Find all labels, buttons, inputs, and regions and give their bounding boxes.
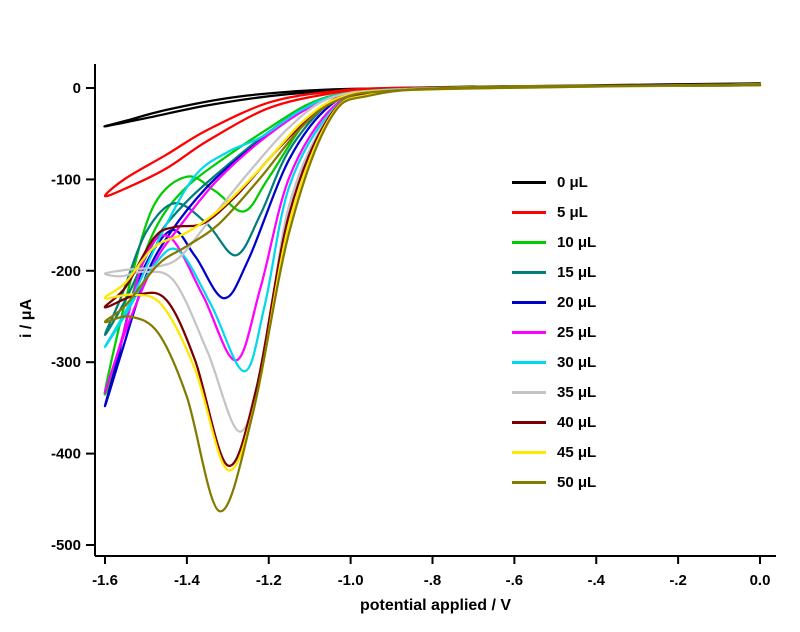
x-tick-label: -.2: [669, 572, 687, 589]
legend-label: 25 μL: [557, 323, 597, 341]
x-tick-label: -1.4: [174, 572, 201, 589]
x-tick-label: -1.0: [338, 572, 364, 589]
legend-item: 20 μL: [512, 287, 596, 317]
legend-line-swatch: [512, 480, 546, 484]
legend-item: 50 μL: [512, 467, 596, 497]
legend-label: 45 μL: [557, 443, 597, 461]
cv-curve-5uL: [103, 83, 762, 198]
y-tick-label: 0: [73, 80, 81, 97]
legend-line-swatch: [512, 270, 546, 274]
legend-item: 45 μL: [512, 437, 596, 467]
legend: 0 μL 5 μL 10 μL 15 μL 20 μL 25 μL 30 μL 35 μL 40…: [512, 167, 596, 497]
legend-label: 50 μL: [557, 473, 597, 491]
legend-item: 25 μL: [512, 317, 596, 347]
x-tick-label: 0.0: [750, 572, 771, 589]
legend-line-swatch: [512, 180, 546, 184]
legend-label: 40 μL: [557, 413, 597, 431]
legend-item: 30 μL: [512, 347, 596, 377]
cv-curve-10uL: [103, 83, 762, 396]
cv-curve-35uL: [103, 83, 762, 433]
y-tick-label: -500: [51, 537, 81, 554]
legend-item: 35 μL: [512, 377, 596, 407]
legend-line-swatch: [512, 330, 546, 334]
cv-curve-50uL: [103, 83, 762, 513]
legend-line-swatch: [512, 210, 546, 214]
x-tick-label: -.4: [587, 572, 605, 589]
legend-item: 10 μL: [512, 227, 596, 257]
legend-label: 5 μL: [557, 203, 588, 221]
x-tick-label: -1.2: [256, 572, 282, 589]
legend-label: 10 μL: [557, 233, 597, 251]
legend-label: 15 μL: [557, 263, 597, 281]
legend-item: 5 μL: [512, 197, 596, 227]
y-axis-title: i / μA: [18, 298, 35, 338]
legend-label: 30 μL: [557, 353, 597, 371]
y-tick-label: -300: [51, 354, 81, 371]
legend-item: 15 μL: [512, 257, 596, 287]
legend-line-swatch: [512, 300, 546, 304]
legend-label: 35 μL: [557, 383, 597, 401]
cv-curve-25uL: [103, 83, 762, 394]
legend-item: 0 μL: [512, 167, 596, 197]
legend-item: 40 μL: [512, 407, 596, 437]
cv-curve-40uL: [103, 83, 762, 467]
y-tick-label: -200: [51, 263, 81, 280]
y-tick-label: -100: [51, 171, 81, 188]
y-tick-label: -400: [51, 446, 81, 463]
legend-label: 0 μL: [557, 173, 588, 191]
x-tick-label: -1.6: [92, 572, 118, 589]
legend-line-swatch: [512, 360, 546, 364]
x-tick-label: -.6: [506, 572, 524, 589]
legend-label: 20 μL: [557, 293, 597, 311]
x-tick-label: -.8: [424, 572, 442, 589]
legend-line-swatch: [512, 420, 546, 424]
legend-line-swatch: [512, 240, 546, 244]
legend-line-swatch: [512, 450, 546, 454]
legend-line-swatch: [512, 390, 546, 394]
x-axis-title: potential applied / V: [359, 597, 512, 614]
